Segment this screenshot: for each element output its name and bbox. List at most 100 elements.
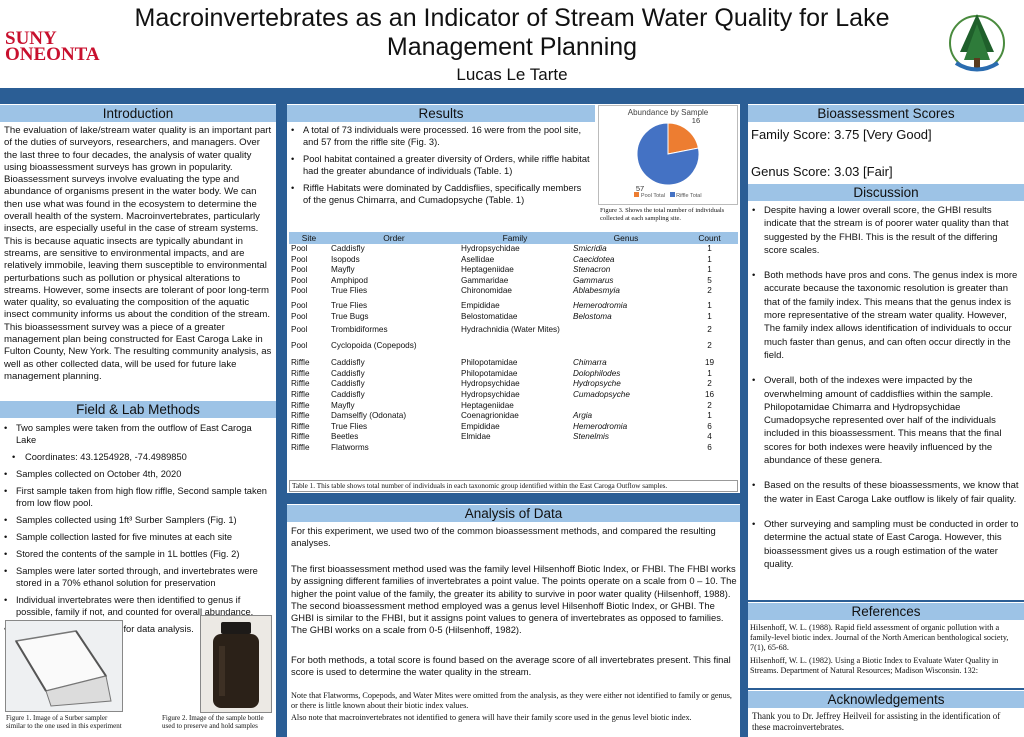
reference-item: Hilsenhoff, W. L. (1982). Using a Biotic… xyxy=(750,656,999,675)
table-cell xyxy=(571,322,681,338)
table-cell: Pool xyxy=(291,340,308,350)
legend-label-pool: Pool Total xyxy=(640,193,665,199)
suny-oneonta-logo: SUNY ONEONTA xyxy=(5,28,100,65)
table-cell: 19 xyxy=(704,358,715,368)
table-cell: 2 xyxy=(707,400,712,410)
analysis-note-1: Note that Flatworms, Copepods, and Water… xyxy=(291,691,732,710)
methods-item: Samples collected on October 4th, 2020 xyxy=(3,468,273,480)
table-cell: Asellidae xyxy=(461,254,495,264)
methods-item: Individual invertebrates were then ident… xyxy=(3,594,273,618)
table-cell: Pool xyxy=(291,244,308,253)
methods-item: Samples collected using 1ft³ Surber Samp… xyxy=(3,514,273,526)
table-cell: Riffle xyxy=(291,432,310,442)
table-cell: Heptageniidae xyxy=(461,400,514,410)
pie-slice-pool xyxy=(667,122,700,155)
table-cell: True Flies xyxy=(331,300,368,310)
table-cell: Mayfly xyxy=(331,400,355,410)
table-cell: Pool xyxy=(291,300,308,310)
table-cell: Riffle xyxy=(291,442,310,452)
methods-item: Stored the contents of the sample in 1L … xyxy=(3,548,273,560)
table-cell: 2 xyxy=(707,340,712,350)
introduction-heading: Introduction xyxy=(0,105,276,122)
methods-item: First sample taken from high flow riffle… xyxy=(3,485,273,509)
table-1-caption: Table 1. This table shows total number o… xyxy=(289,480,738,492)
sample-bottle-icon xyxy=(213,622,259,708)
table-cell: Hemerodromia xyxy=(573,300,628,310)
table-cell: Pool xyxy=(291,254,308,264)
table-row: Riffle Caddisfly Philopotamidae Dolophilode… xyxy=(289,369,738,380)
table-header-cell: Order xyxy=(329,232,459,244)
table-cell: Riffle xyxy=(291,400,310,410)
table-cell xyxy=(459,443,571,454)
table-header-cell: Family xyxy=(459,232,571,244)
table-cell xyxy=(571,401,681,412)
family-score: Family Score: 3.75 [Very Good] xyxy=(751,127,932,142)
table-cell: 2 xyxy=(707,324,712,334)
table-cell: Riffle xyxy=(291,358,310,368)
discussion-item: Both methods have pros and cons. The gen… xyxy=(750,269,1022,362)
table-cell: Chimarra xyxy=(573,358,607,368)
table-cell: Riffle xyxy=(291,411,310,421)
table-cell: Caddisfly xyxy=(331,368,365,378)
table-row: Pool Trombidiformes Hydrachnidia (Water Mi… xyxy=(289,322,738,338)
table-row: Riffle Beetles Elmidae Stenelmis 4 xyxy=(289,432,738,443)
table-cell: Stenacron xyxy=(573,265,611,275)
discussion-item: Despite having a lower overall score, th… xyxy=(750,204,1022,257)
figure-2-caption: Figure 2. Image of the sample bottle use… xyxy=(162,714,264,730)
table-cell: 1 xyxy=(707,254,712,264)
taxa-table: Site Order Family Genus Count Pool Caddis… xyxy=(289,232,738,454)
table-cell: Damselfly (Odonata) xyxy=(331,411,407,421)
table-cell: Stenelmis xyxy=(573,432,609,442)
analysis-paragraph-2: The first bioassessment method used was … xyxy=(291,563,737,636)
surber-sampler-photo xyxy=(5,620,123,712)
reference-item: Hilsenhoff, W. L. (1988). Rapid field as… xyxy=(750,623,1009,652)
table-cell: 1 xyxy=(707,300,712,310)
scores-heading: Bioassessment Scores xyxy=(748,105,1024,122)
results-list: A total of 73 individuals were processed… xyxy=(290,124,590,211)
table-cell: Flatworms xyxy=(331,442,369,452)
table-cell: Pool xyxy=(291,324,308,334)
table-cell xyxy=(571,443,681,454)
results-item: Riffle Habitats were dominated by Caddis… xyxy=(290,182,590,206)
table-cell: Dolophilodes xyxy=(573,368,621,378)
table-cell: Ablabesmyia xyxy=(573,286,620,296)
table-row: Pool Cyclopoida (Copepods) 2 xyxy=(289,338,738,354)
surber-sampler-icon xyxy=(14,630,112,707)
table-cell: Trombidiformes xyxy=(331,324,388,334)
methods-item: Sample collection lasted for five minute… xyxy=(3,531,273,543)
table-row: Pool Amphipod Gammaridae Gammarus 5 xyxy=(289,276,738,287)
table-cell: True Flies xyxy=(331,421,368,431)
genus-score: Genus Score: 3.03 [Fair] xyxy=(751,164,893,179)
table-cell: Chironomidae xyxy=(461,286,512,296)
chart-legend: Pool Total Riffle Total xyxy=(599,192,737,199)
introduction-panel xyxy=(0,104,276,400)
table-cell: 4 xyxy=(707,432,712,442)
table-cell: Hydropsychidae xyxy=(461,379,520,389)
table-header-row: Site Order Family Genus Count xyxy=(289,232,738,244)
methods-item: Samples were later sorted through, and i… xyxy=(3,565,273,589)
discussion-item: Other surveying and sampling must be con… xyxy=(750,518,1022,571)
table-cell: Empididae xyxy=(461,421,500,431)
table-cell: Caddisfly xyxy=(331,379,365,389)
table-cell: Argia xyxy=(573,411,593,421)
discussion-heading: Discussion xyxy=(748,184,1024,201)
analysis-note-2: Also note that macroinvertebrates not id… xyxy=(291,713,692,722)
legend-swatch-pool xyxy=(634,192,640,197)
table-row: Riffle Caddisfly Philopotamidae Chimarra 19 xyxy=(289,358,738,369)
table-row: Pool True Flies Chironomidae Ablabesmyia 2 xyxy=(289,286,738,297)
table-row: Riffle Flatworms 6 xyxy=(289,443,738,454)
pie-slice-riffle xyxy=(636,122,700,186)
references-heading: References xyxy=(748,603,1024,620)
table-cell: Caecidotea xyxy=(573,254,615,264)
table-cell: 1 xyxy=(707,411,712,421)
table-row: Pool Isopods Asellidae Caecidotea 1 xyxy=(289,255,738,266)
table-cell: Riffle xyxy=(291,368,310,378)
table-cell: 5 xyxy=(707,275,712,285)
discussion-list: Despite having a lower overall score, th… xyxy=(750,204,1022,583)
legend-swatch-riffle xyxy=(669,192,675,197)
table-cell: Cumadopsyche xyxy=(573,389,630,399)
table-cell: Empididae xyxy=(461,300,500,310)
analysis-paragraph-1: For this experiment, we used two of the … xyxy=(291,525,716,549)
table-row: Pool True Bugs Belostomatidae Belostoma 1 xyxy=(289,312,738,323)
pie-data-label: 16 xyxy=(692,116,700,125)
